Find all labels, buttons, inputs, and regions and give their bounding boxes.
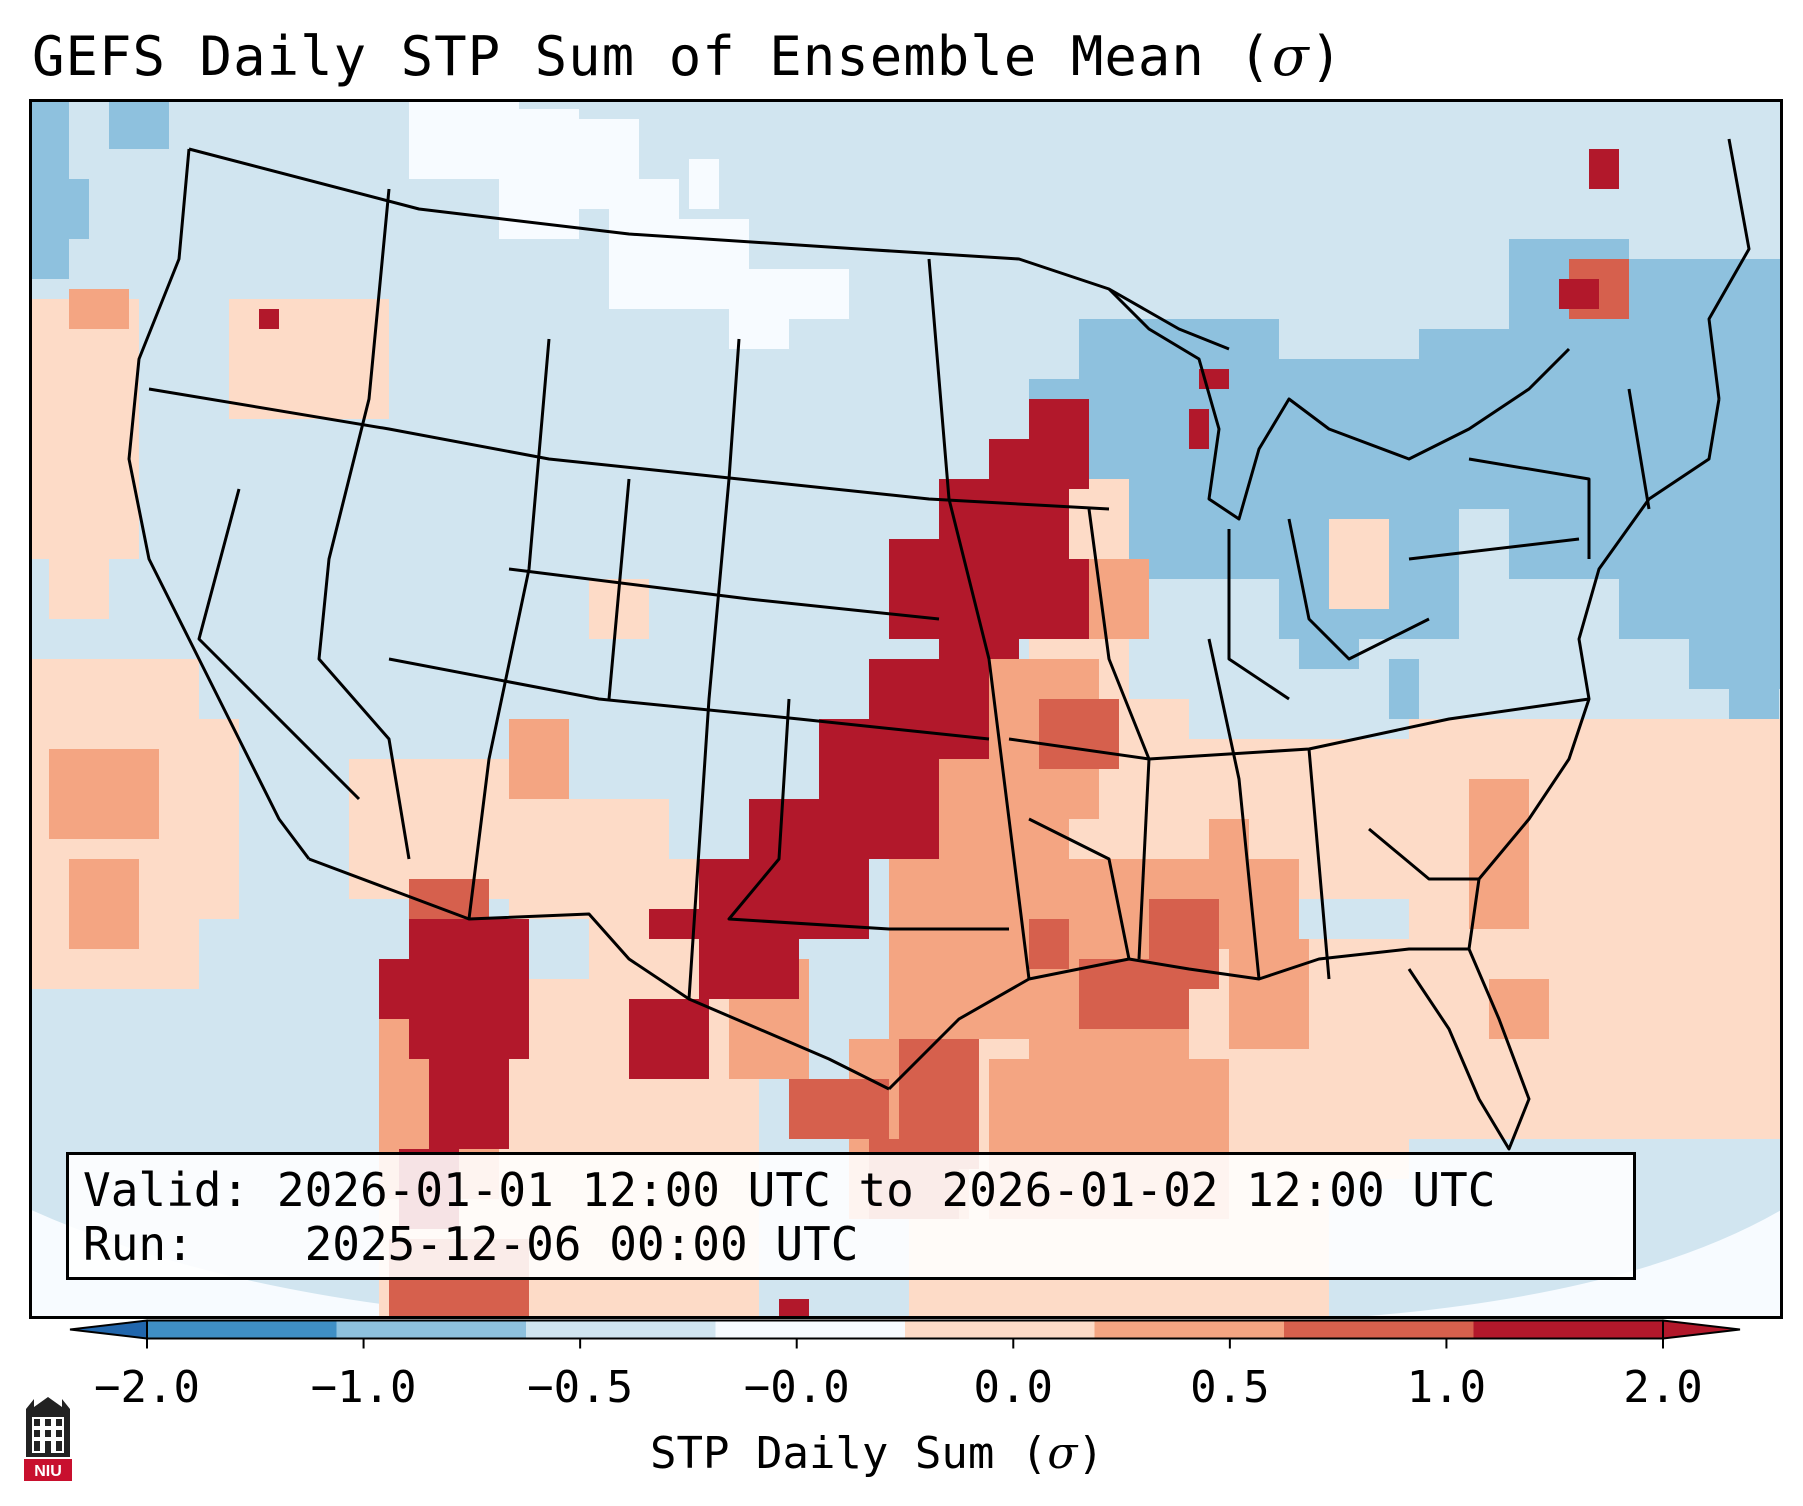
- map-frame: [29, 99, 1783, 1319]
- plot-title-text: GEFS Daily STP Sum of Ensemble Mean: [32, 25, 1205, 88]
- plot-title: GEFS Daily STP Sum of Ensemble Mean (σ): [32, 25, 1344, 88]
- colorbar-frame: [146, 1319, 1664, 1340]
- colorbar-segment: [526, 1320, 716, 1339]
- colorbar-segment: [905, 1320, 1095, 1339]
- niu-building-icon: NIU: [24, 1397, 72, 1481]
- colorbar-extend-low: [69, 1319, 148, 1340]
- stp-map[interactable]: [29, 99, 1783, 1319]
- near-zero-regions: [29, 99, 1783, 1319]
- run-row: Run: 2025-12-06 00:00 UTC: [83, 1217, 1619, 1271]
- colorbar-segment: [1473, 1320, 1664, 1339]
- valid-label: Valid:: [83, 1163, 250, 1217]
- colorbar: [69, 1319, 1741, 1349]
- run-value: 2025-12-06 00:00 UTC: [304, 1217, 859, 1271]
- colorbar-tick-label: −0.0: [743, 1362, 850, 1413]
- colorbar-tick-label: 0.5: [1190, 1362, 1270, 1413]
- niu-logo-text: NIU: [34, 1463, 62, 1480]
- colorbar-tick-label: 2.0: [1623, 1362, 1703, 1413]
- colorbar-label-unit: σ: [1047, 1428, 1078, 1479]
- colorbar-label-text: STP Daily Sum: [650, 1428, 995, 1479]
- validity-info-box: Valid: 2026-01-01 12:00 UTC to 2026-01-0…: [66, 1152, 1636, 1280]
- colorbar-tick-label: −1.0: [310, 1362, 417, 1413]
- colorbar-tick-label: −2.0: [94, 1362, 200, 1413]
- strong-positive-regions: [389, 259, 1629, 1319]
- colorbar-tick-label: 1.0: [1406, 1362, 1487, 1413]
- political-boundaries: [127, 138, 1751, 1151]
- colorbar-segment: [1284, 1320, 1474, 1339]
- valid-value: 2026-01-01 12:00 UTC to 2026-01-02 12:00…: [276, 1163, 1496, 1217]
- colorbar-segment: [336, 1320, 527, 1339]
- colorbar-tick-label: 0.0: [973, 1362, 1054, 1413]
- valid-row: Valid: 2026-01-01 12:00 UTC to 2026-01-0…: [83, 1163, 1619, 1217]
- colorbar-label: STP Daily Sum (σ): [650, 1428, 1104, 1479]
- colorbar-segment: [1094, 1320, 1285, 1339]
- run-label: Run:: [83, 1217, 194, 1271]
- colorbar-tick-label: −0.5: [527, 1362, 634, 1413]
- plot-title-unit: σ: [1271, 25, 1310, 88]
- colorbar-extend-high: [1662, 1319, 1741, 1340]
- negative-regions: [29, 99, 1783, 739]
- colorbar-segment: [147, 1320, 337, 1339]
- colorbar-segment: [715, 1320, 906, 1339]
